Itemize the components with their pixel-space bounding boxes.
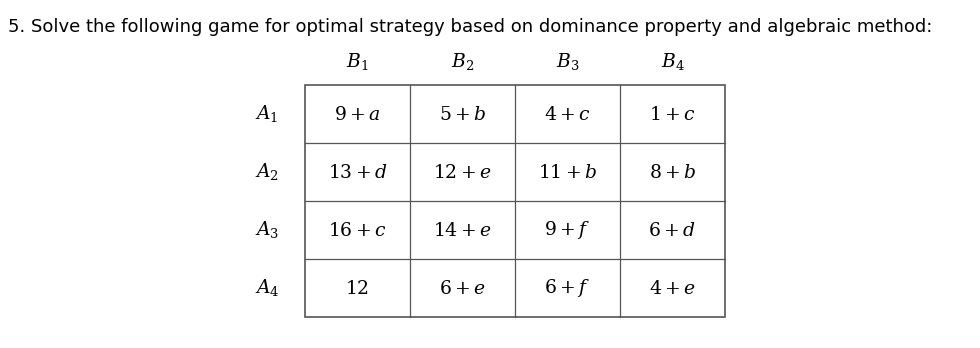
Text: $8 + b$: $8 + b$	[649, 163, 696, 182]
Text: $12 + e$: $12 + e$	[433, 163, 492, 182]
Text: $B_3$: $B_3$	[556, 52, 579, 72]
Text: $B_1$: $B_1$	[346, 52, 368, 72]
Text: $9 + f$: $9 + f$	[544, 219, 591, 241]
Text: $A_4$: $A_4$	[255, 277, 279, 299]
Text: $A_1$: $A_1$	[256, 103, 278, 125]
Bar	[305, 85, 725, 317]
Text: 5. Solve the following game for optimal strategy based on dominance property and: 5. Solve the following game for optimal …	[8, 18, 932, 36]
Text: $5 + b$: $5 + b$	[439, 104, 486, 124]
Text: $A_3$: $A_3$	[255, 220, 279, 240]
Text: $9 + a$: $9 + a$	[334, 104, 381, 124]
Text: $13 + d$: $13 + d$	[327, 163, 387, 182]
Text: $4 + c$: $4 + c$	[544, 104, 591, 124]
Text: $A_2$: $A_2$	[255, 161, 279, 182]
Text: $1 + c$: $1 + c$	[649, 104, 696, 124]
Text: $6 + e$: $6 + e$	[439, 278, 486, 298]
Text: $4 + e$: $4 + e$	[649, 278, 696, 298]
Text: $B_2$: $B_2$	[451, 52, 474, 72]
Text: $6 + f$: $6 + f$	[544, 277, 591, 299]
Text: $12$: $12$	[346, 278, 369, 298]
Text: $6 + d$: $6 + d$	[649, 221, 697, 239]
Text: $11 + b$: $11 + b$	[538, 163, 597, 182]
Text: $16 + c$: $16 + c$	[328, 221, 387, 239]
Text: $14 + e$: $14 + e$	[433, 221, 492, 239]
Text: $B_4$: $B_4$	[661, 52, 684, 72]
